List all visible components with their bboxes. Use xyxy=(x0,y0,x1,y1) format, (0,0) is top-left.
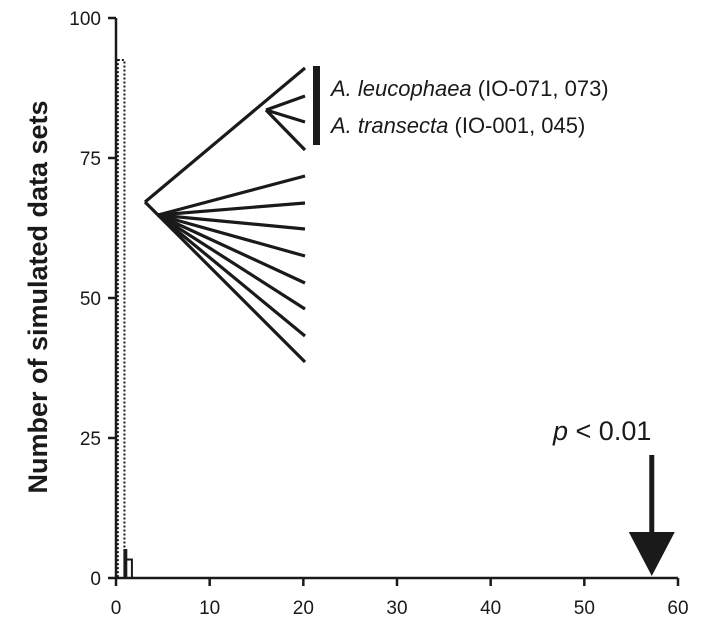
y-axis-label: Number of simulated data sets xyxy=(23,100,53,493)
tree-branch-leaf xyxy=(143,200,307,364)
specimen-ids: (IO-071, 073) xyxy=(472,76,609,101)
p-comparison: < 0.01 xyxy=(568,416,651,446)
histogram-bar-1 xyxy=(116,59,126,579)
y-tick-label: 100 xyxy=(69,9,101,30)
x-tick-label: 40 xyxy=(480,598,501,619)
axes xyxy=(114,18,678,580)
tree-branch-leaf xyxy=(157,213,306,231)
arrow-head xyxy=(628,532,675,576)
tree-branch-leaf xyxy=(157,213,306,311)
tree-branch-leaf xyxy=(157,174,306,217)
tree-branch-leaf xyxy=(156,213,307,338)
tree-branch-leaf xyxy=(265,94,306,112)
tree-branch-leaf xyxy=(265,108,306,124)
tree-branch-leaf xyxy=(264,108,307,152)
x-tick-label: 60 xyxy=(667,598,688,619)
observed-value-arrow xyxy=(628,455,675,576)
y-tick-label: 25 xyxy=(80,429,101,450)
histogram-bar-3 xyxy=(125,558,133,580)
clade-label-line-1: A. leucophaea (IO-071, 073) xyxy=(329,76,609,101)
y-tick-labels: 0 25 50 75 100 xyxy=(69,9,101,590)
tick-marks xyxy=(108,16,680,586)
x-tick-label: 20 xyxy=(293,598,314,619)
y-tick-label: 0 xyxy=(90,569,101,590)
y-tick-label: 50 xyxy=(80,289,101,310)
tree-branch-leaf xyxy=(157,201,306,217)
species-name: A. leucophaea xyxy=(329,76,472,101)
histogram-bars xyxy=(116,59,133,580)
y-tick-label: 75 xyxy=(80,149,101,170)
x-tick-labels: 0 10 20 30 40 50 60 xyxy=(111,598,689,619)
clade-label-line-2: A. transecta (IO-001, 045) xyxy=(329,113,585,138)
tree-branch-leaf xyxy=(157,213,306,258)
p-value-annotation: p < 0.01 xyxy=(552,416,651,446)
species-name: A. transecta xyxy=(329,113,448,138)
x-tick-label: 10 xyxy=(199,598,220,619)
tree-branch-clade xyxy=(143,66,307,204)
x-tick-label: 50 xyxy=(574,598,595,619)
specimen-ids: (IO-001, 045) xyxy=(448,113,585,138)
clade-bracket xyxy=(313,66,320,145)
x-tick-label: 0 xyxy=(111,598,122,619)
tree-branch-leaf xyxy=(157,213,306,285)
x-tick-label: 30 xyxy=(386,598,407,619)
inset-tree xyxy=(143,66,307,364)
p-symbol: p xyxy=(552,416,568,446)
